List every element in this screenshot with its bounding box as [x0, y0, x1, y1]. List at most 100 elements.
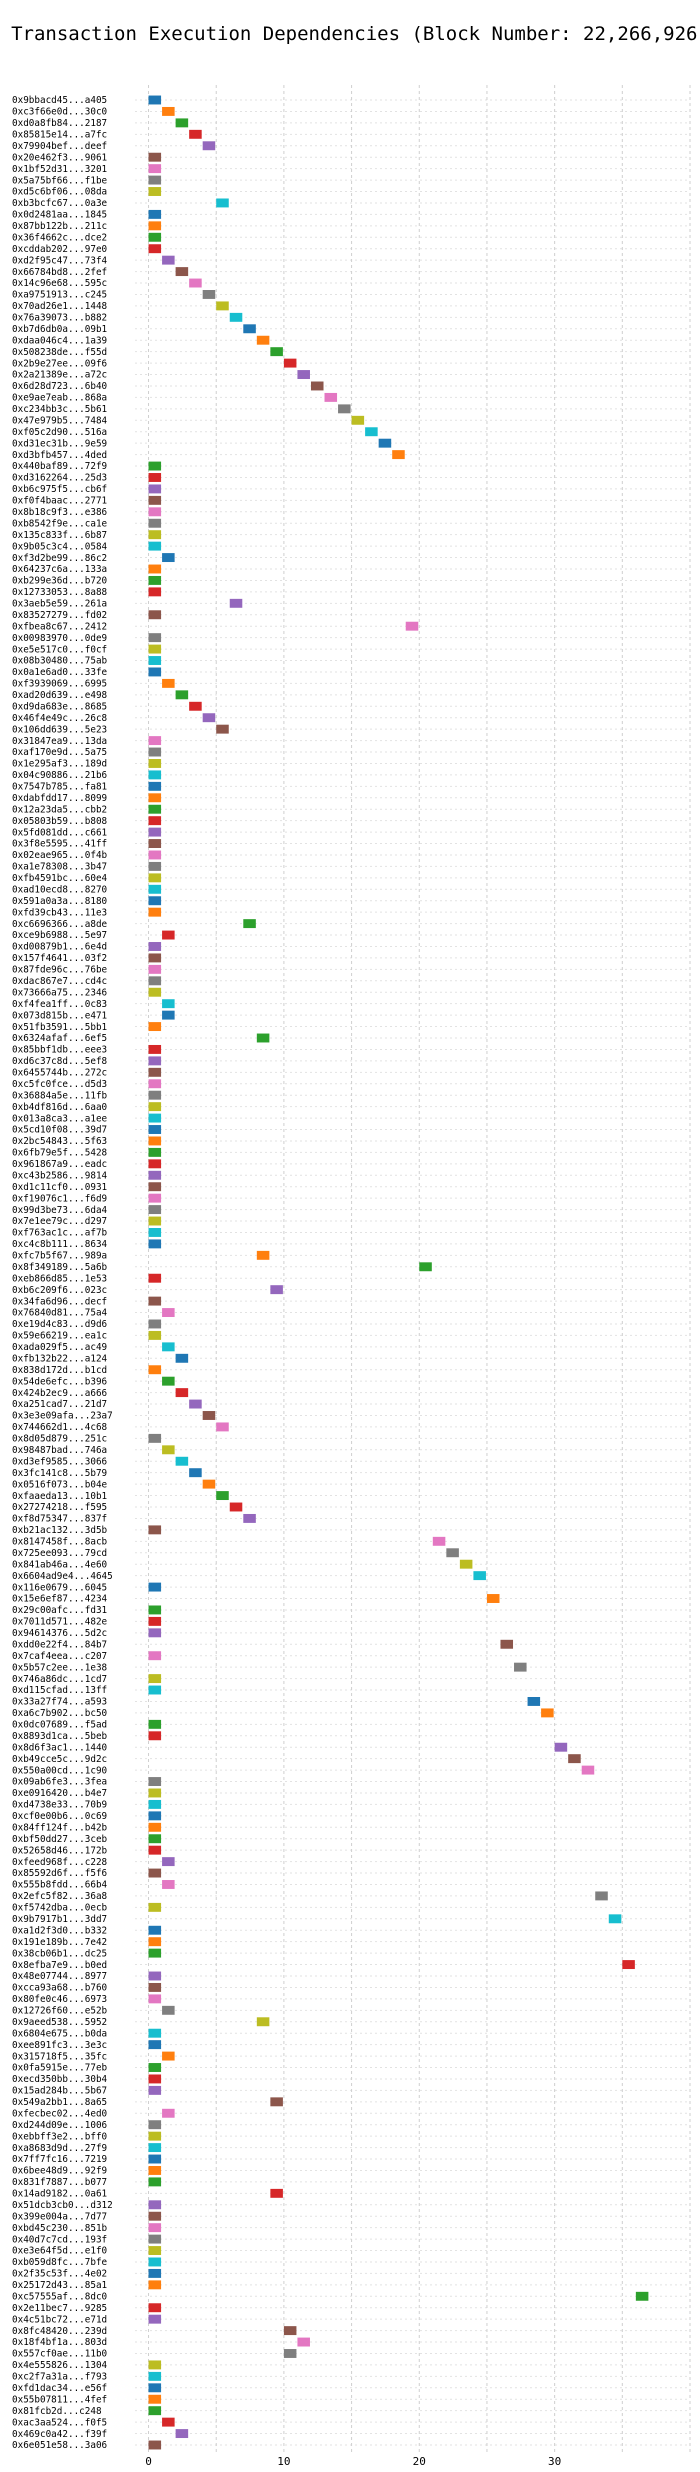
transaction-bar — [148, 850, 162, 860]
transaction-bar — [148, 942, 162, 951]
transaction-bar — [148, 953, 162, 963]
transaction-bar — [148, 1433, 162, 1443]
y-tick-label: 0x85592d6f...f5f6 — [12, 1868, 107, 1879]
transaction-bar — [148, 2280, 162, 2290]
y-tick-label: 0xa1d2f3d0...b332 — [12, 1925, 107, 1936]
y-tick-label: 0xac3aa524...f0f5 — [12, 2417, 107, 2428]
y-tick-label: 0x6e051e58...3a06 — [12, 2440, 107, 2451]
y-tick-label: 0xfb132b22...a124 — [12, 1353, 108, 1364]
transaction-bar — [256, 335, 270, 345]
transaction-bar — [216, 1422, 229, 1432]
y-tick-label: 0x15e6ef87...4234 — [12, 1594, 108, 1605]
transaction-bar — [189, 278, 202, 288]
transaction-bar — [148, 2394, 162, 2404]
transaction-bar — [162, 1376, 175, 1386]
y-tick-label: 0xa6c7b902...bc50 — [12, 1708, 107, 1719]
y-tick-label: 0x831f7887...b077 — [12, 2177, 107, 2188]
y-tick-label: 0xc234bb3c...5b61 — [12, 404, 107, 415]
y-tick-label: 0x550a00cd...1c90 — [12, 1765, 107, 1776]
y-tick-label: 0x2a21389e...a72c — [12, 370, 107, 381]
transaction-bar — [162, 1010, 175, 1020]
y-tick-label: 0x0d2481aa...1845 — [12, 210, 107, 221]
y-tick-label: 0x14c96e68...595c — [12, 278, 107, 289]
y-tick-label: 0x6804e675...b0da — [12, 2028, 107, 2039]
transaction-bar — [202, 1411, 216, 1420]
y-tick-label: 0x14ad9182...0a61 — [12, 2189, 107, 2200]
transaction-bar — [148, 2360, 162, 2370]
transaction-bar — [148, 1822, 162, 1832]
y-tick-label: 0x6d28d723...6b40 — [12, 381, 107, 392]
y-axis-labels: 0x9bbacd45...a4050xc3f66e0d...30c00xd0a8… — [12, 95, 113, 2451]
transaction-bar — [148, 1651, 162, 1661]
y-tick-label: 0x073d815b...e471 — [12, 1010, 107, 1021]
y-tick-label: 0x20e462f3...9061 — [12, 152, 107, 163]
transaction-bar — [148, 1125, 162, 1134]
transaction-bar — [148, 2040, 162, 2050]
y-tick-label: 0xdabfdd17...8099 — [12, 793, 107, 804]
y-tick-label: 0xf5742dba...0ecb — [12, 1903, 108, 1914]
transaction-bar — [175, 267, 189, 277]
y-tick-label: 0xe3e64f5d...e1f0 — [12, 2246, 107, 2257]
y-tick-label: 0xb3bcfc67...0a3e — [12, 198, 108, 209]
y-tick-label: 0xfbea8c67...2412 — [12, 621, 107, 632]
transaction-bar — [148, 2177, 162, 2187]
x-tick-label: 30 — [548, 2455, 561, 2468]
y-tick-label: 0x9bbacd45...a405 — [12, 95, 107, 106]
transaction-bar — [148, 804, 162, 814]
transaction-bar — [256, 1250, 270, 1260]
y-tick-label: 0xc5fc0fce...d5d3 — [12, 1079, 107, 1090]
transaction-bar — [148, 770, 162, 780]
y-tick-label: 0x46f4e49c...26c8 — [12, 713, 107, 724]
transaction-bar — [202, 713, 216, 723]
x-tick-label: 0 — [145, 2455, 152, 2468]
y-tick-label: 0xcddab202...97e0 — [12, 244, 107, 255]
transaction-bar — [148, 861, 162, 871]
transaction-bar — [189, 129, 202, 139]
transaction-bar — [175, 1353, 189, 1363]
y-tick-label: 0x4c51bc72...e71d — [12, 2314, 107, 2325]
y-tick-label: 0xa9751913...c245 — [12, 290, 107, 301]
y-tick-label: 0xd0a8fb84...2187 — [12, 118, 107, 129]
transaction-bar — [541, 1708, 554, 1718]
transaction-bar — [216, 301, 229, 311]
y-tick-label: 0x51fb3591...5bb1 — [12, 1022, 107, 1033]
transaction-bar — [148, 667, 162, 677]
y-tick-label: 0xcf0e00b6...0c69 — [12, 1811, 107, 1822]
transaction-bar — [162, 2051, 175, 2061]
transaction-bar — [148, 1582, 162, 1592]
y-tick-label: 0x12a23da5...cbb2 — [12, 804, 107, 815]
transaction-bar — [162, 1342, 175, 1352]
y-tick-label: 0xd115cfad...13ff — [12, 1685, 107, 1696]
y-tick-label: 0xf3d2be99...86c2 — [12, 553, 107, 564]
y-tick-label: 0x1bf52d31...3201 — [12, 164, 107, 175]
y-tick-label: 0x98487bad...746a — [12, 1445, 107, 1456]
y-tick-label: 0xf8d75347...837f — [12, 1514, 107, 1525]
y-tick-label: 0xdac867e7...cd4c — [12, 976, 107, 987]
transaction-bar — [148, 1330, 162, 1340]
y-tick-label: 0x555b8fdd...66b4 — [12, 1880, 108, 1891]
transaction-bar — [148, 1788, 162, 1798]
grid — [135, 85, 691, 2455]
y-tick-label: 0x55b07811...4fef — [12, 2394, 107, 2405]
transaction-bar — [595, 1891, 608, 1901]
y-tick-label: 0x76840d81...75a4 — [12, 1308, 108, 1319]
transaction-bar — [148, 1056, 162, 1066]
transaction-bar — [175, 1456, 189, 1466]
transaction-bar — [608, 1914, 622, 1924]
transaction-bar — [148, 95, 162, 105]
y-tick-label: 0x27274218...f595 — [12, 1502, 107, 1513]
transaction-bar — [148, 2371, 162, 2381]
y-tick-label: 0x961867a9...eadc — [12, 1159, 107, 1170]
transaction-bar — [148, 232, 162, 242]
transaction-bar — [148, 987, 162, 997]
transaction-bar — [459, 1559, 473, 1569]
y-tick-label: 0xe9ae7eab...868a — [12, 393, 107, 404]
transaction-bar — [148, 2131, 162, 2141]
transaction-bar — [148, 507, 162, 517]
transaction-bar — [148, 2211, 162, 2221]
y-tick-label: 0xf0f4baac...2771 — [12, 496, 107, 507]
transaction-bar — [148, 2028, 162, 2038]
transaction-bar — [243, 919, 256, 929]
transaction-bar — [148, 1868, 162, 1878]
